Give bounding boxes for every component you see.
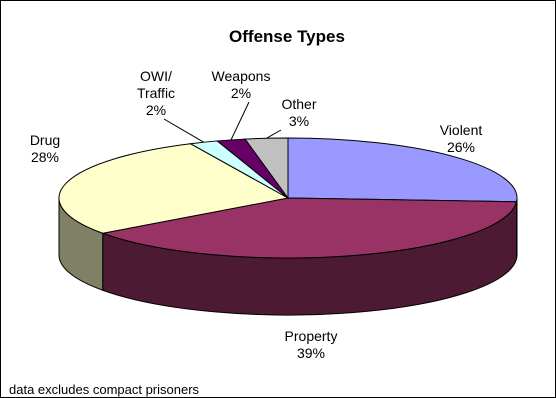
pie-slice-2	[58, 143, 290, 234]
leader-lines	[163, 101, 282, 143]
slice-label-3: Traffic	[137, 85, 175, 101]
slice-label-0: Violent	[440, 122, 483, 138]
leader-line-5	[266, 129, 282, 139]
chart-title: Offense Types	[229, 27, 345, 46]
chart-note: data excludes compact prisoners	[9, 382, 200, 397]
slice-labels: Violent26%Property39%Drug28%OWI/Traffic2…	[30, 68, 483, 361]
pie-slice-0	[287, 137, 518, 203]
slice-label-4: Weapons	[212, 68, 271, 84]
slice-percent-4: 2%	[231, 85, 251, 101]
leader-line-3	[163, 118, 204, 143]
pie-slice-1	[100, 197, 518, 259]
slice-label-5: Other	[281, 96, 316, 112]
slice-label-1: Property	[285, 328, 338, 344]
slice-label-2: Drug	[30, 132, 60, 148]
pie-slices	[58, 137, 518, 259]
slice-percent-1: 39%	[297, 345, 325, 361]
pie-sides	[58, 197, 518, 316]
slice-percent-3: 2%	[146, 102, 166, 118]
slice-label-3: OWI/	[140, 68, 172, 84]
slice-percent-0: 26%	[447, 139, 475, 155]
slice-percent-5: 3%	[289, 113, 309, 129]
slice-percent-2: 28%	[31, 149, 59, 165]
leader-line-4	[230, 101, 250, 141]
